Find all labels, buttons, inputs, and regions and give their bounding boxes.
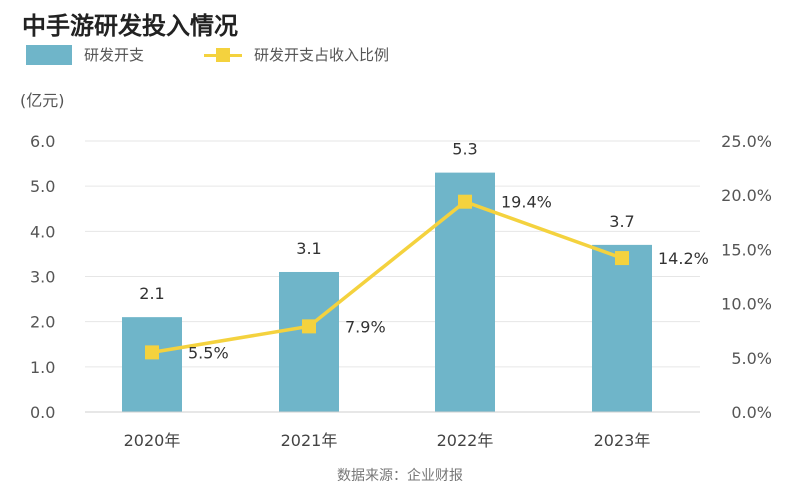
y-tick-label: 0.0 bbox=[30, 403, 55, 422]
legend-item-line: 研发开支占收入比例 bbox=[204, 44, 389, 65]
y2-tick-label: 5.0% bbox=[731, 349, 772, 368]
legend-line-label: 研发开支占收入比例 bbox=[254, 46, 390, 64]
line-value-label: 5.5% bbox=[188, 343, 229, 362]
bar-value-label: 2.1 bbox=[139, 284, 164, 303]
y-tick-label: 6.0 bbox=[30, 132, 55, 151]
bar bbox=[435, 172, 495, 412]
axes: 0.0 1.0 2.0 3.0 4.0 5.0 6.0 0.0% 5.0% 10.0% 15.0% 2… bbox=[30, 132, 772, 450]
line-point bbox=[458, 194, 472, 209]
y-tick-label: 4.0 bbox=[30, 222, 55, 241]
legend-bar-swatch bbox=[26, 44, 72, 65]
source-note: 数据来源：企业财报 bbox=[337, 468, 463, 484]
x-tick-label: 2023年 bbox=[594, 431, 651, 450]
legend-bar-label: 研发开支 bbox=[84, 46, 145, 64]
y2-tick-label: 10.0% bbox=[721, 295, 772, 314]
bar-value-label: 3.7 bbox=[609, 212, 634, 231]
legend-line-swatch bbox=[204, 47, 242, 62]
y-axis-label: (亿元) bbox=[20, 91, 65, 110]
line-point bbox=[302, 319, 316, 334]
y2-tick-label: 20.0% bbox=[721, 186, 772, 205]
y-tick-label: 5.0 bbox=[30, 177, 55, 196]
line-path bbox=[151, 199, 623, 355]
y2-tick-label: 15.0% bbox=[721, 240, 772, 259]
line-series: 5.5% 7.9% 19.4% 14.2% bbox=[145, 193, 709, 362]
x-tick-label: 2021年 bbox=[281, 431, 338, 450]
bar-value-label: 5.3 bbox=[452, 140, 477, 159]
bar-value-label: 3.1 bbox=[296, 239, 321, 258]
y2-tick-label: 25.0% bbox=[721, 132, 772, 151]
line-point bbox=[615, 251, 629, 266]
bar bbox=[122, 317, 182, 412]
x-tick-label: 2022年 bbox=[437, 431, 494, 450]
bar bbox=[279, 271, 339, 412]
legend-item-bar: 研发开支 bbox=[26, 44, 144, 65]
y-tick-label: 3.0 bbox=[30, 268, 55, 287]
y-tick-label: 1.0 bbox=[30, 358, 55, 377]
bar bbox=[592, 244, 652, 412]
line-value-label: 7.9% bbox=[345, 317, 386, 336]
y-tick-label: 2.0 bbox=[30, 313, 55, 332]
bar-series: 2.1 3.1 5.3 3.7 bbox=[122, 140, 652, 412]
y2-tick-label: 0.0% bbox=[731, 403, 772, 422]
chart-title: 中手游研发投入情况 bbox=[22, 12, 238, 40]
line-point bbox=[145, 345, 159, 360]
x-tick-label: 2020年 bbox=[124, 431, 181, 450]
line-value-label: 14.2% bbox=[658, 249, 709, 268]
line-value-label: 19.4% bbox=[501, 193, 552, 212]
